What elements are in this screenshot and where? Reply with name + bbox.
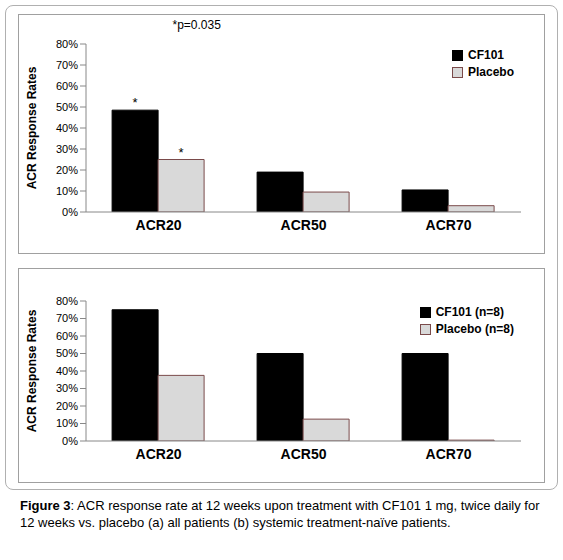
svg-text:80%: 80% (56, 295, 78, 307)
svg-text:*: * (179, 145, 184, 160)
svg-text:10%: 10% (56, 417, 78, 429)
html-text:CF101 (n=8): CF101 (n=8) (435, 305, 504, 319)
svg-text:ACR20: ACR20 (136, 446, 182, 462)
svg-text:70%: 70% (56, 312, 78, 324)
svg-text:70%: 70% (56, 59, 78, 71)
svg-text:10%: 10% (56, 185, 78, 197)
svg-text:ACR50: ACR50 (281, 217, 327, 233)
svg-text:30%: 30% (56, 143, 78, 155)
svg-text:40%: 40% (56, 122, 78, 134)
svg-text:20%: 20% (56, 400, 78, 412)
svg-text:80%: 80% (56, 38, 78, 50)
svg-text:ACR70: ACR70 (426, 217, 472, 233)
html-text:Placebo (n=8): Placebo (n=8) (435, 322, 514, 336)
svg-text:50%: 50% (56, 101, 78, 113)
html-text:Placebo: Placebo (468, 65, 514, 79)
svg-text:60%: 60% (56, 80, 78, 92)
svg-text:60%: 60% (56, 330, 78, 342)
svg-text:ACR Response Rates: ACR Response Rates (25, 309, 39, 432)
svg-text:0%: 0% (62, 206, 78, 218)
svg-text:0%: 0% (62, 435, 78, 447)
svg-text:ACR20: ACR20 (136, 217, 182, 233)
svg-text:*p=0.035: *p=0.035 (173, 18, 222, 32)
html-text:CF101: CF101 (468, 48, 504, 62)
svg-text:40%: 40% (56, 365, 78, 377)
svg-text:50%: 50% (56, 347, 78, 359)
svg-text:30%: 30% (56, 382, 78, 394)
html-text:Figure 3: ACR response rate at: Figure 3: ACR response rate at 12 weeks … (20, 498, 540, 530)
svg-text:ACR Response Rates: ACR Response Rates (25, 66, 39, 189)
svg-text:*: * (133, 95, 138, 110)
svg-text:ACR70: ACR70 (426, 446, 472, 462)
svg-text:ACR50: ACR50 (281, 446, 327, 462)
svg-text:20%: 20% (56, 164, 78, 176)
